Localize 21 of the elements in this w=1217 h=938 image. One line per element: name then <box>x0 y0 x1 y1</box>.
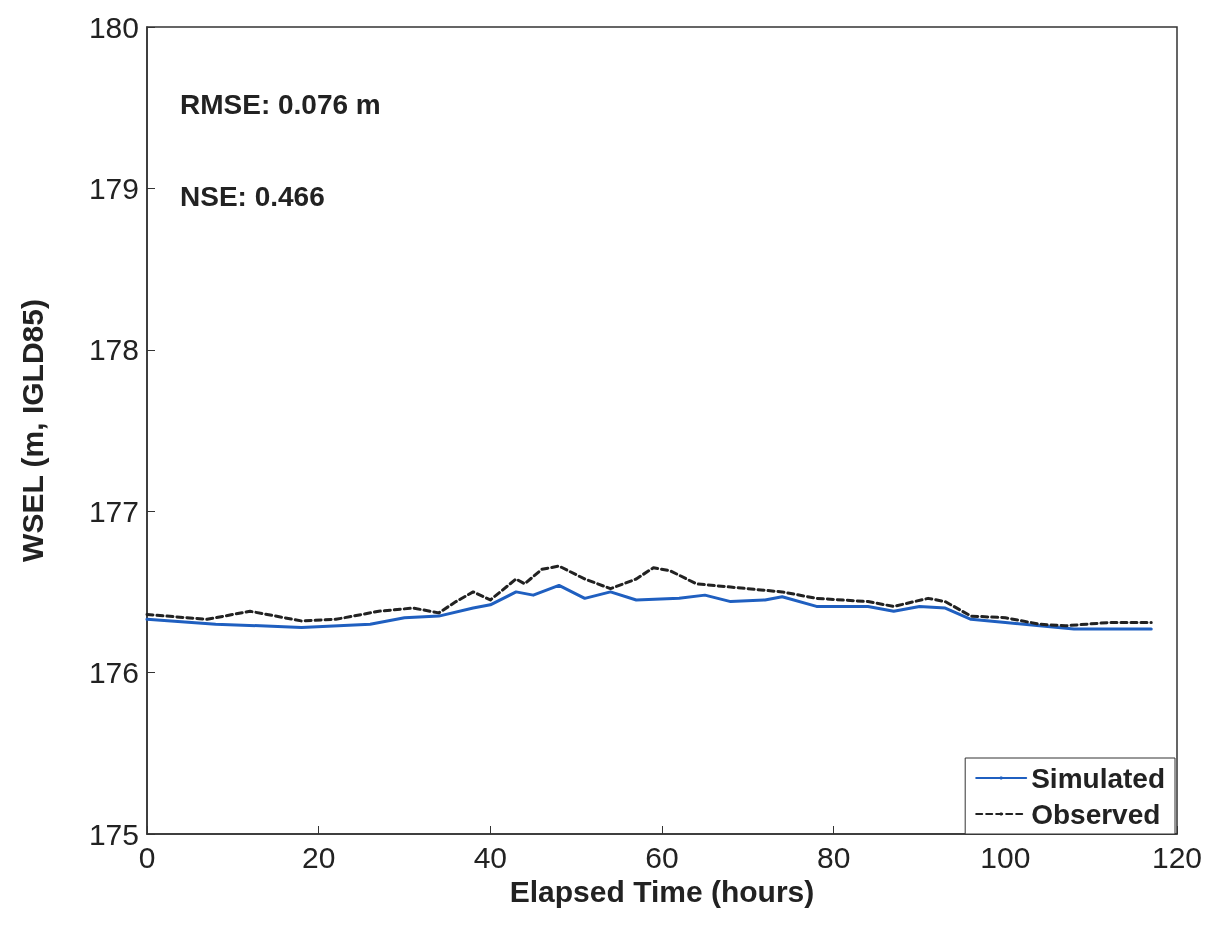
x-axis-title: Elapsed Time (hours) <box>509 875 815 909</box>
line-series <box>145 583 1153 631</box>
annotation: RMSE: 0.076 m <box>180 88 381 120</box>
line-series <box>145 564 1153 628</box>
legend-label: Observed <box>1031 798 1161 830</box>
x-tick-label: 120 <box>1151 840 1203 874</box>
annotation: NSE: 0.466 <box>180 180 325 212</box>
y-tick-label: 179 <box>88 171 139 205</box>
legend-label: Simulated <box>1031 762 1166 794</box>
y-tick-label: 178 <box>88 333 139 367</box>
x-tick-label: 0 <box>138 840 156 874</box>
x-tick-label: 60 <box>645 840 679 874</box>
y-tick-label: 180 <box>88 10 139 44</box>
x-tick-label: 40 <box>473 840 508 874</box>
y-tick-label: 175 <box>88 817 139 851</box>
y-axis-title: WSEL (m, IGLD85) <box>15 299 49 562</box>
x-tick-label: 80 <box>816 840 851 874</box>
x-tick-label: 20 <box>301 840 336 874</box>
x-tick-label: 100 <box>980 840 1031 874</box>
y-tick-label: 177 <box>88 494 139 528</box>
y-tick-label: 176 <box>88 656 139 690</box>
